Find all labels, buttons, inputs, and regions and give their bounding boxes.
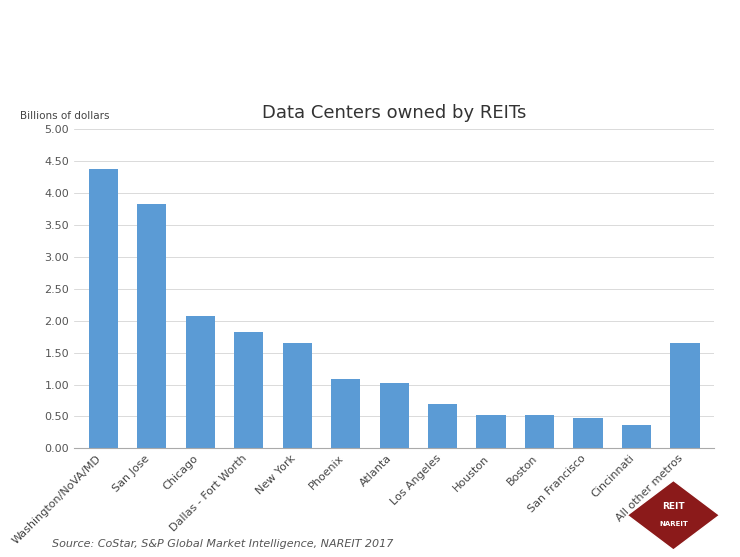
Bar: [670, 343, 699, 448]
Polygon shape: [628, 481, 719, 550]
Bar: [477, 414, 505, 448]
Bar: [186, 316, 215, 448]
Text: Three-quarters of REIT investments in data centers are located in: Three-quarters of REIT investments in da…: [10, 23, 734, 43]
Bar: [574, 418, 602, 448]
Text: the top half-dozen metro areas: the top half-dozen metro areas: [10, 58, 352, 77]
Bar: [234, 331, 263, 448]
Bar: [137, 204, 166, 448]
Title: Data Centers owned by REITs: Data Centers owned by REITs: [262, 104, 526, 122]
Bar: [428, 404, 457, 448]
Bar: [525, 415, 554, 448]
Bar: [380, 383, 408, 448]
Bar: [331, 379, 360, 448]
Text: REIT: REIT: [662, 502, 685, 511]
Bar: [283, 343, 312, 448]
Text: Billions of dollars: Billions of dollars: [19, 111, 109, 121]
Bar: [622, 425, 651, 448]
Text: Source: CoStar, S&P Global Market Intelligence, NAREIT 2017: Source: CoStar, S&P Global Market Intell…: [52, 539, 393, 549]
Bar: [89, 169, 118, 448]
Text: NAREIT: NAREIT: [659, 521, 688, 527]
